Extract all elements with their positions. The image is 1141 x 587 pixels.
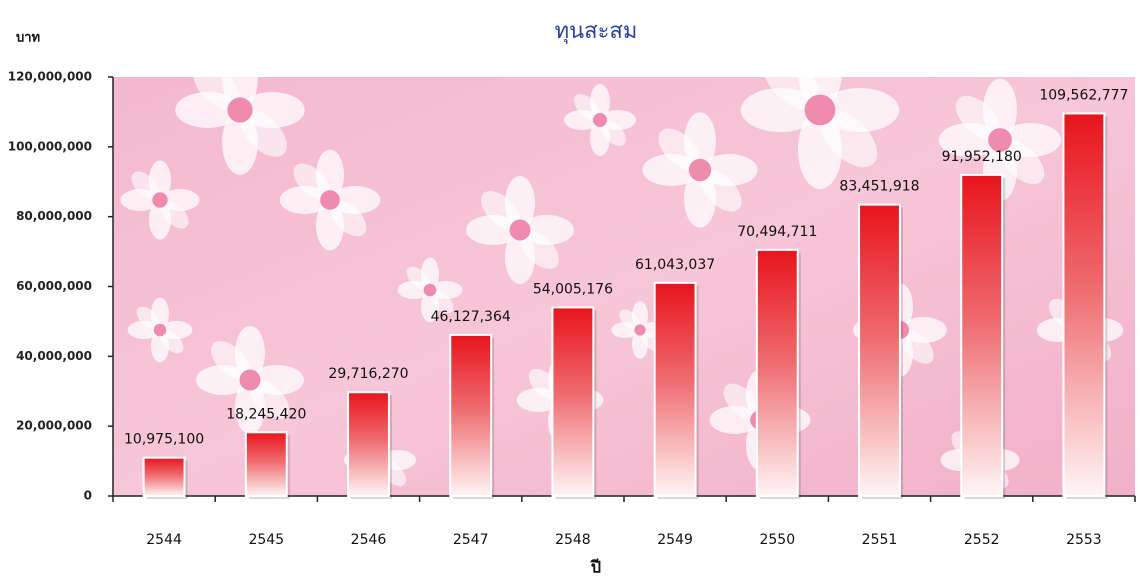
value-label: 46,127,364 [431, 309, 511, 325]
chart-title: ทุนสะสม [555, 19, 638, 44]
value-label: 61,043,037 [635, 257, 715, 273]
y-tick-label: 0 [84, 489, 92, 503]
bar [655, 283, 696, 496]
y-tick-label: 100,000,000 [8, 139, 92, 153]
y-axis-label: บาท [16, 31, 40, 46]
value-label: 54,005,176 [533, 281, 613, 297]
value-label: 109,562,777 [1039, 87, 1128, 103]
x-tick-label: 2545 [248, 532, 284, 548]
x-tick-label: 2547 [453, 532, 489, 548]
bar [450, 335, 491, 496]
value-label: 91,952,180 [942, 149, 1022, 165]
x-axis-label: ปี [590, 558, 602, 577]
y-tick-label: 80,000,000 [16, 209, 92, 223]
x-tick-label: 2550 [759, 532, 795, 548]
x-tick-label: 2544 [146, 532, 182, 548]
bar [246, 432, 287, 496]
value-label: 29,716,270 [328, 366, 408, 382]
x-tick-label: 2549 [657, 532, 693, 548]
value-label: 70,494,711 [737, 224, 817, 240]
x-tick-label: 2548 [555, 532, 591, 548]
x-tick-label: 2551 [862, 532, 898, 548]
bar [348, 392, 389, 496]
bar [1063, 113, 1104, 496]
chart: ทุนสะสม บาท ปี 0 20,000,000 40,000,000 60,0… [0, 0, 1141, 587]
value-label: 18,245,420 [226, 406, 306, 422]
y-tick-label: 120,000,000 [8, 70, 92, 84]
x-tick-label: 2552 [964, 532, 1000, 548]
bar [961, 175, 1002, 496]
x-tick-label: 2546 [351, 532, 387, 548]
y-tick-label: 40,000,000 [16, 349, 92, 363]
value-label: 10,975,100 [124, 432, 204, 448]
x-tick-label: 2553 [1066, 532, 1102, 548]
value-label: 83,451,918 [839, 179, 919, 195]
y-tick-label: 20,000,000 [16, 419, 92, 433]
bar [859, 205, 900, 496]
bar [144, 458, 185, 496]
bar [552, 307, 593, 496]
bar [757, 250, 798, 496]
y-tick-label: 60,000,000 [16, 279, 92, 293]
